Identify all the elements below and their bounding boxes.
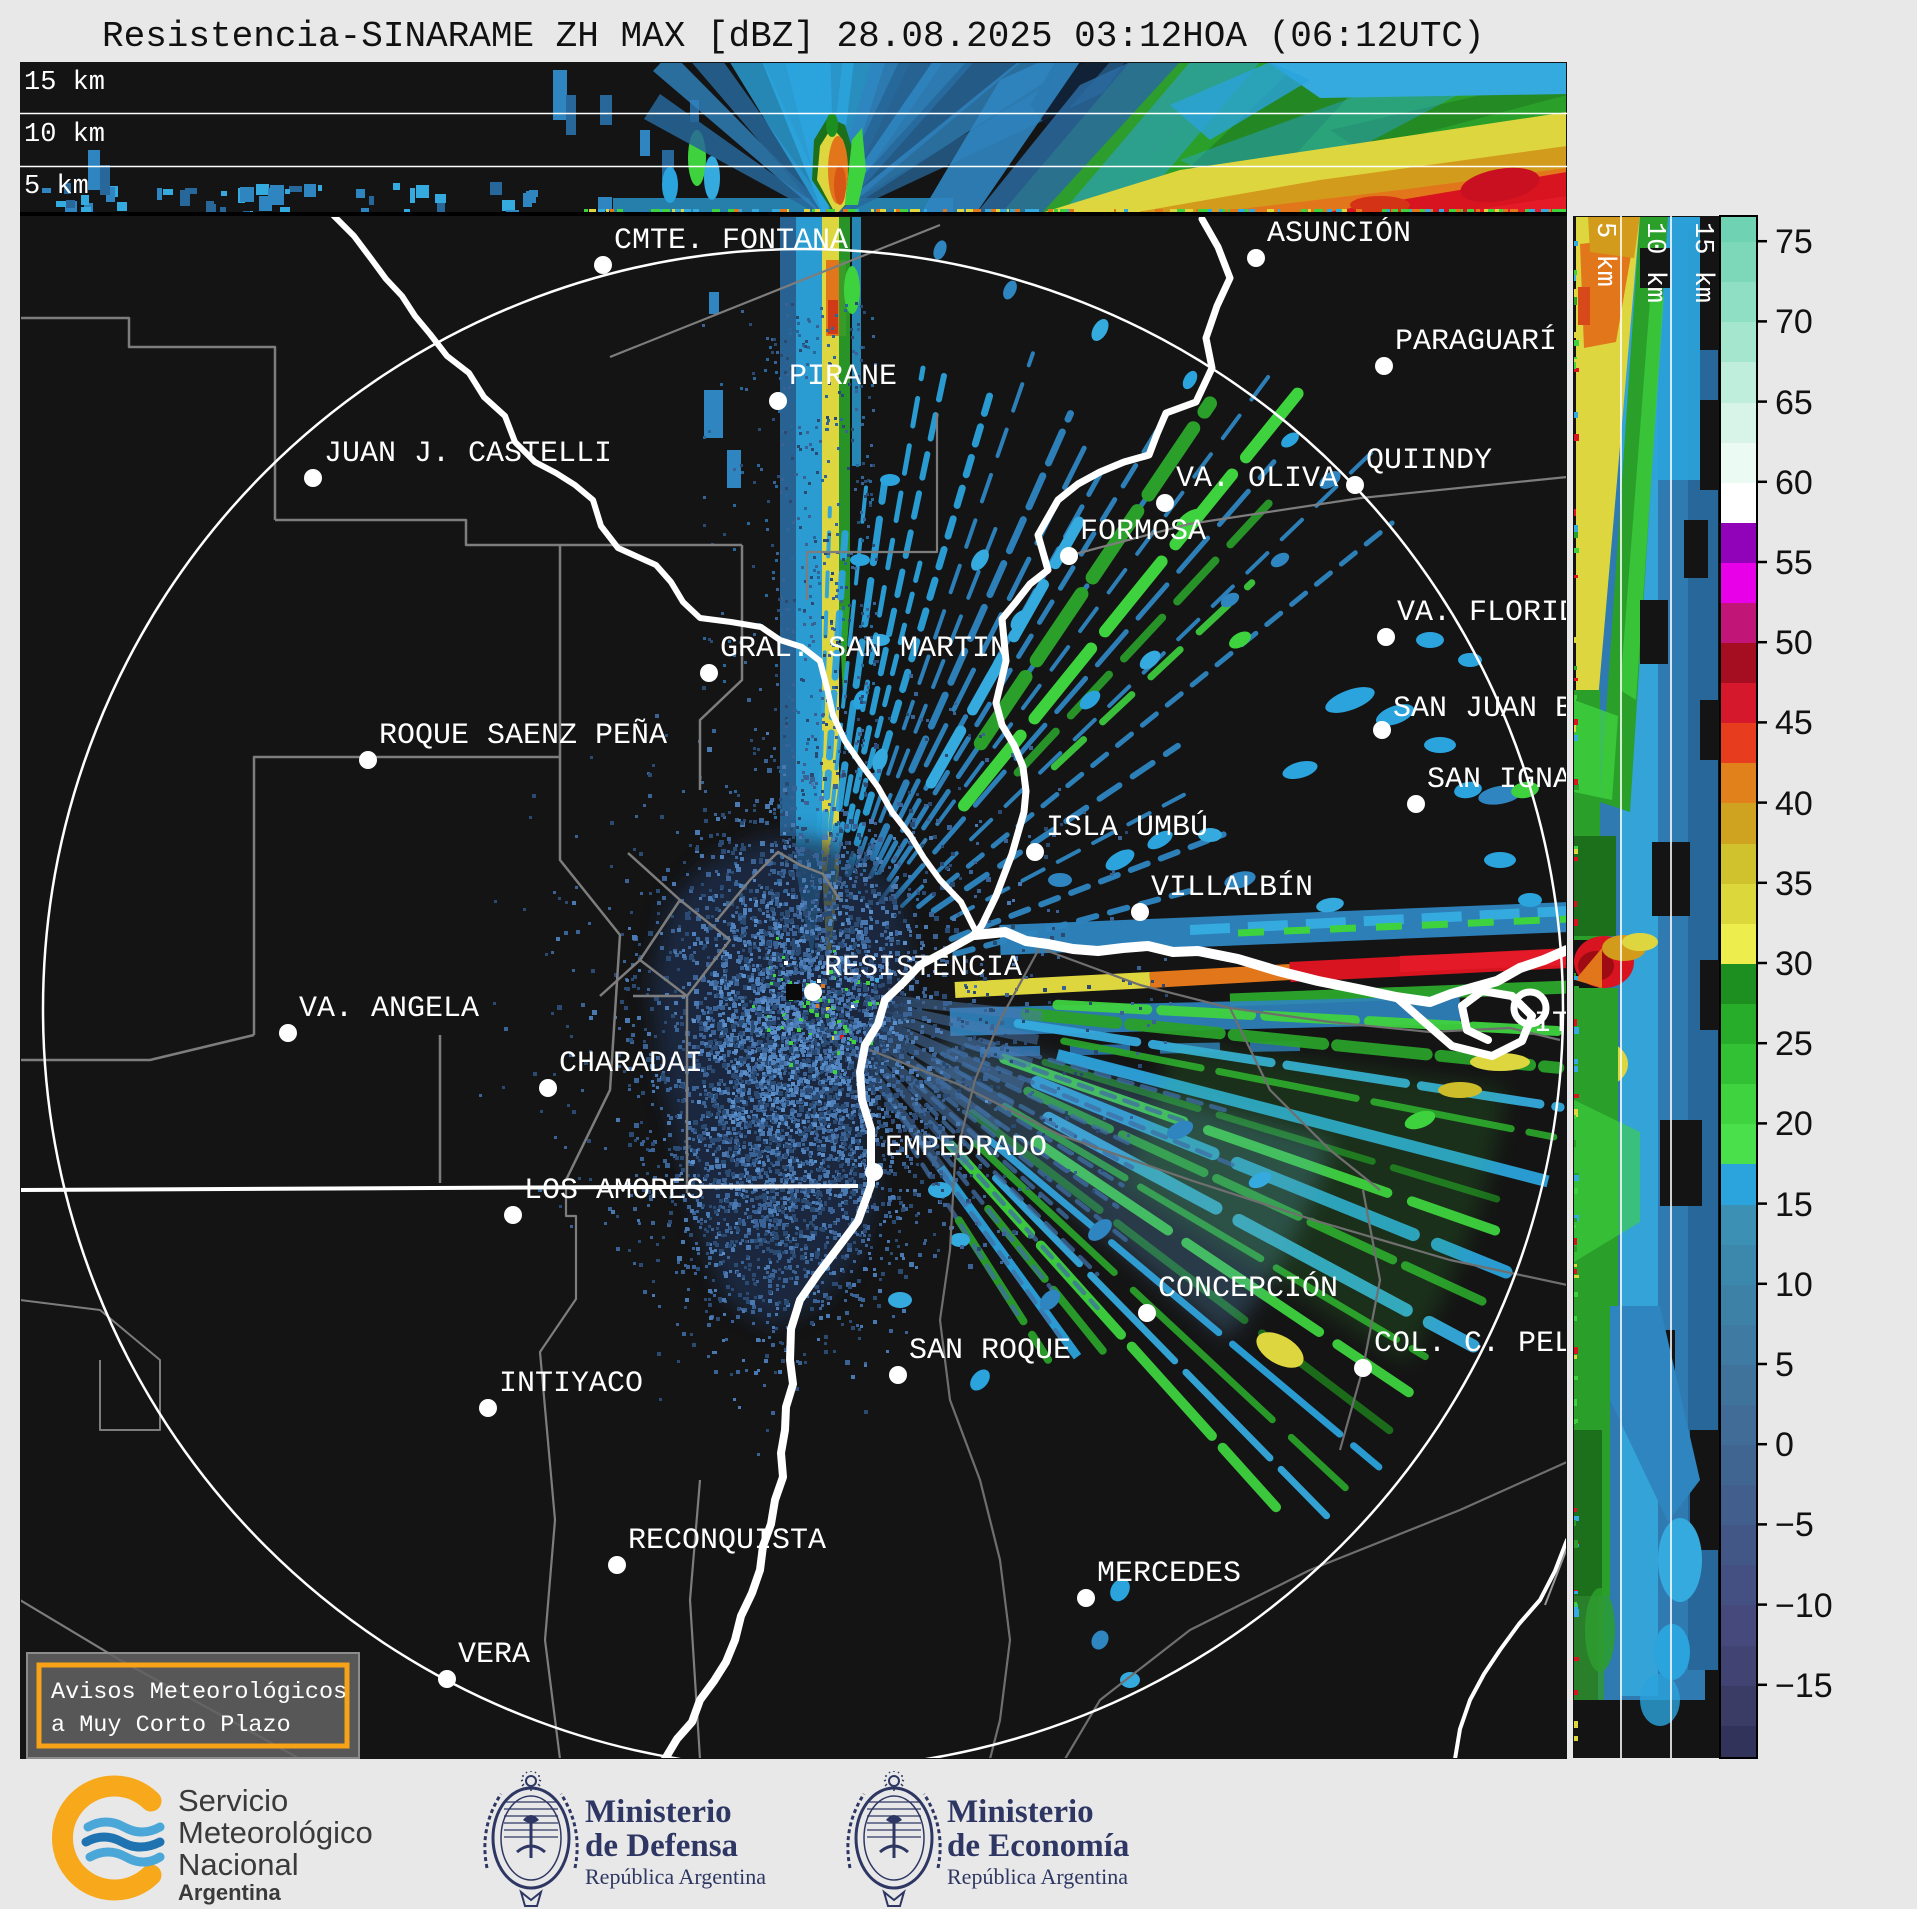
svg-text:Meteorológico: Meteorológico (178, 1815, 373, 1850)
svg-text:MERCEDES: MERCEDES (1097, 1557, 1241, 1591)
svg-text:LOS AMORES: LOS AMORES (524, 1174, 704, 1208)
svg-text:50: 50 (1775, 624, 1813, 662)
svg-text:de Defensa: de Defensa (585, 1828, 738, 1864)
svg-text:15 km: 15 km (24, 68, 105, 98)
svg-text:INTIYACO: INTIYACO (499, 1367, 643, 1401)
svg-text:5 km: 5 km (24, 172, 89, 202)
svg-text:Ministerio: Ministerio (947, 1794, 1094, 1830)
svg-text:Argentina: Argentina (178, 1880, 281, 1905)
svg-text:PIRANE: PIRANE (789, 360, 897, 394)
svg-text:EMPEDRADO: EMPEDRADO (885, 1131, 1047, 1165)
svg-text:CHARADAI: CHARADAI (559, 1047, 703, 1081)
svg-text:70: 70 (1775, 303, 1813, 341)
svg-text:Nacional: Nacional (178, 1847, 299, 1882)
svg-text:COL. C. PELLEGRINI: COL. C. PELLEGRINI (1374, 1327, 1698, 1361)
svg-text:ASUNCIÓN: ASUNCIÓN (1267, 216, 1411, 251)
svg-text:ROQUE SAENZ PEÑA: ROQUE SAENZ PEÑA (379, 718, 667, 753)
svg-text:CONCEPCIÓN: CONCEPCIÓN (1158, 1271, 1338, 1306)
svg-text:SAN ROQUE: SAN ROQUE (909, 1334, 1071, 1368)
svg-text:−15: −15 (1775, 1667, 1833, 1705)
svg-text:15 km: 15 km (1687, 222, 1717, 303)
svg-text:25: 25 (1775, 1025, 1813, 1063)
svg-text:FORMOSA: FORMOSA (1080, 515, 1206, 549)
svg-text:PARAGUARÍ: PARAGUARÍ (1395, 324, 1557, 359)
svg-text:VA. OLIVA: VA. OLIVA (1176, 462, 1338, 496)
svg-text:0: 0 (1775, 1426, 1794, 1464)
svg-text:SAN JUAN B: SAN JUAN B (1393, 692, 1573, 726)
svg-text:VA. ANGELA: VA. ANGELA (299, 992, 479, 1026)
svg-text:RESISTENCIA: RESISTENCIA (824, 951, 1022, 985)
svg-text:República Argentina: República Argentina (585, 1864, 766, 1889)
svg-text:20: 20 (1775, 1105, 1813, 1143)
svg-text:Ministerio: Ministerio (585, 1794, 732, 1830)
svg-text:a Muy Corto Plazo: a Muy Corto Plazo (51, 1712, 291, 1739)
svg-text:CMTE. FONTANA: CMTE. FONTANA (614, 224, 848, 258)
svg-text:15: 15 (1775, 1186, 1813, 1224)
svg-text:RECONQUISTA: RECONQUISTA (628, 1524, 826, 1558)
svg-text:10 km: 10 km (24, 120, 105, 150)
svg-text:35: 35 (1775, 865, 1813, 903)
svg-text:65: 65 (1775, 384, 1813, 422)
svg-text:JUAN J. CASTELLI: JUAN J. CASTELLI (324, 437, 612, 471)
svg-text:QUIINDY: QUIINDY (1366, 444, 1492, 478)
svg-text:55: 55 (1775, 544, 1813, 582)
svg-text:de Economía: de Economía (947, 1828, 1129, 1864)
svg-text:ISLA UMBÚ: ISLA UMBÚ (1046, 810, 1208, 845)
svg-text:−5: −5 (1775, 1506, 1814, 1544)
svg-text:República Argentina: República Argentina (947, 1864, 1128, 1889)
svg-text:VA. FLORIDA: VA. FLORIDA (1397, 596, 1595, 630)
svg-text:75: 75 (1775, 223, 1813, 261)
svg-text:60: 60 (1775, 464, 1813, 502)
svg-text:45: 45 (1775, 704, 1813, 742)
svg-text:SAN IGNACIO: SAN IGNACIO (1427, 763, 1625, 797)
svg-text:Avisos Meteorológicos: Avisos Meteorológicos (51, 1679, 347, 1706)
svg-text:40: 40 (1775, 785, 1813, 823)
svg-text:GRAL. SAN MARTIN: GRAL. SAN MARTIN (720, 632, 1008, 666)
svg-text:Servicio: Servicio (178, 1783, 288, 1818)
svg-text:ITATÍ: ITATÍ (1534, 1006, 1624, 1041)
svg-text:−10: −10 (1775, 1587, 1833, 1625)
svg-text:30: 30 (1775, 945, 1813, 983)
svg-text:10 km: 10 km (1639, 222, 1669, 303)
svg-text:Resistencia-SINARAME ZH MAX [d: Resistencia-SINARAME ZH MAX [dBZ] 28.08.… (102, 16, 1485, 57)
svg-text:5 km: 5 km (1589, 222, 1619, 287)
svg-text:VERA: VERA (458, 1638, 530, 1672)
svg-text:10: 10 (1775, 1266, 1813, 1304)
svg-text:VILLALBÍN: VILLALBÍN (1151, 870, 1313, 905)
svg-text:5: 5 (1775, 1346, 1794, 1384)
